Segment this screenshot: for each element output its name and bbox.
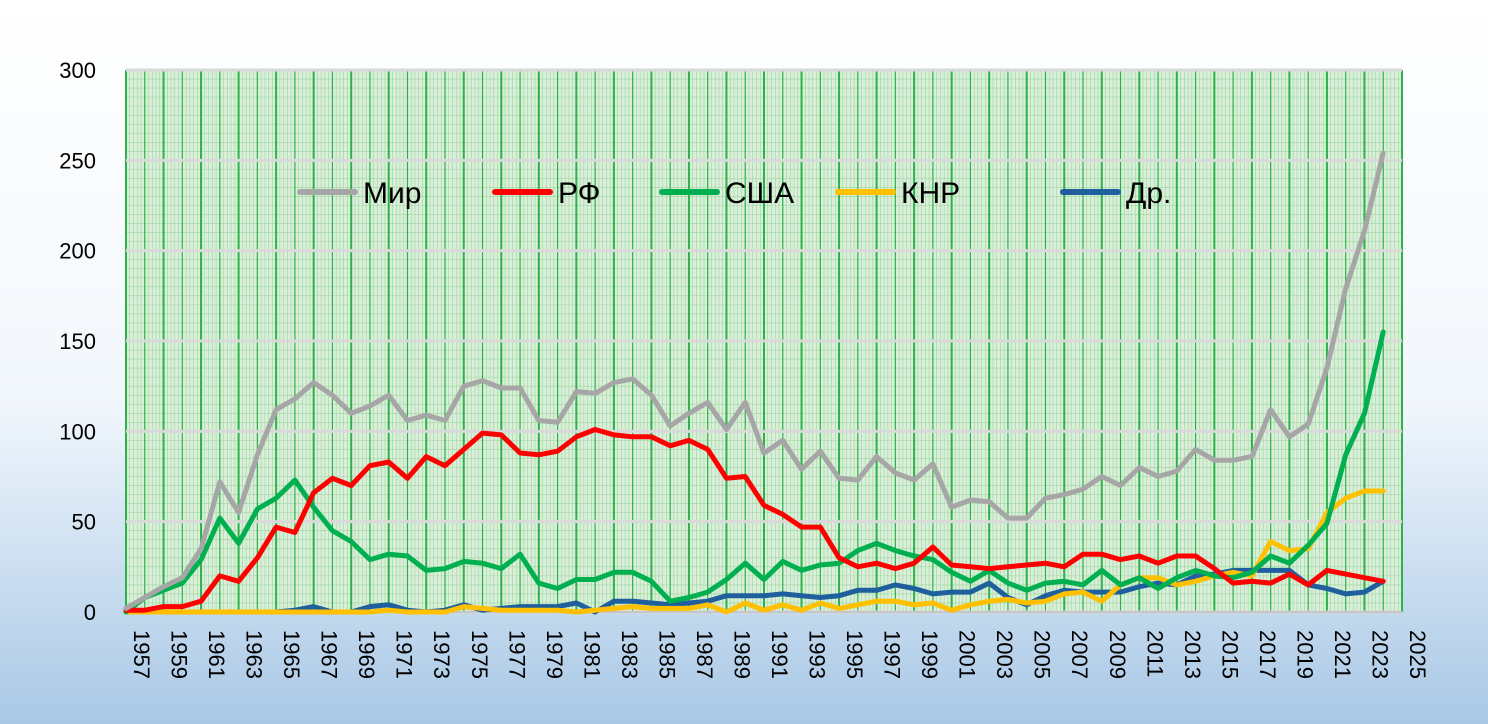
x-tick-label: 2011 (1142, 630, 1167, 677)
x-tick-label: 1987 (692, 630, 717, 679)
x-tick-label: 2005 (1030, 630, 1055, 679)
x-axis: 1957 1959 1961 1963 1965 1967 1969 1971 1973 1975… (126, 611, 1430, 679)
series-line-4 (123, 488, 1386, 615)
legend: Мир РФ США КНР Др. (297, 177, 1171, 210)
x-tick-label: 2009 (1105, 630, 1130, 679)
legend-label: США (725, 177, 794, 210)
x-tick-label: 1981 (579, 630, 604, 679)
x-tick-label: 2025 (1405, 630, 1430, 679)
x-tick-label: 1957 (129, 630, 154, 679)
x-tick-label: 2017 (1255, 630, 1280, 679)
x-tick-label: 1999 (917, 630, 942, 679)
y-tick-label: 0 (84, 600, 96, 625)
legend-label: РФ (558, 177, 600, 210)
x-tick-label: 1965 (279, 630, 304, 679)
y-axis: 0 50 100 150 200 250 300 (59, 58, 96, 625)
x-tick-label: 1989 (729, 630, 754, 679)
x-tick-label: 1969 (354, 630, 379, 679)
x-tick-label: 1977 (504, 630, 529, 679)
series-layer (123, 150, 1386, 615)
series-line-2 (123, 427, 1386, 613)
x-tick-label: 1963 (242, 630, 267, 679)
x-tick-label: 1979 (542, 630, 567, 679)
x-tick-label: 1997 (880, 630, 905, 679)
x-tick-label: 2007 (1067, 630, 1092, 679)
series-line-1 (123, 150, 1386, 611)
x-tick-label: 1967 (317, 630, 342, 679)
y-tick-label: 250 (59, 148, 96, 173)
x-tick-label: 1991 (767, 630, 792, 679)
y-tick-label: 150 (59, 329, 96, 354)
x-tick-label: 1961 (204, 630, 229, 679)
x-tick-label: 2015 (1217, 630, 1242, 679)
x-tick-label: 1959 (167, 630, 192, 679)
legend-label: Др. (1126, 177, 1171, 210)
x-tick-label: 1993 (805, 630, 830, 679)
series-line-3 (123, 329, 1386, 615)
x-tick-label: 1985 (654, 630, 679, 679)
x-tick-label: 1995 (842, 630, 867, 679)
x-tick-label: 2001 (955, 630, 980, 679)
x-tick-label: 2023 (1367, 630, 1392, 679)
x-tick-label: 1975 (467, 630, 492, 679)
legend-label: Мир (363, 177, 421, 210)
x-tick-label: 2021 (1330, 630, 1355, 679)
x-tick-label: 2013 (1180, 630, 1205, 679)
x-tick-label: 1973 (429, 630, 454, 679)
x-tick-label: 2003 (992, 630, 1017, 679)
x-tick-label: 2019 (1292, 630, 1317, 679)
legend-label: КНР (901, 177, 960, 210)
y-tick-label: 200 (59, 239, 96, 264)
y-tick-label: 300 (59, 58, 96, 83)
y-tick-label: 100 (59, 419, 96, 444)
x-tick-label: 1971 (392, 630, 417, 679)
y-tick-label: 50 (72, 510, 96, 535)
x-tick-label: 1983 (617, 630, 642, 679)
